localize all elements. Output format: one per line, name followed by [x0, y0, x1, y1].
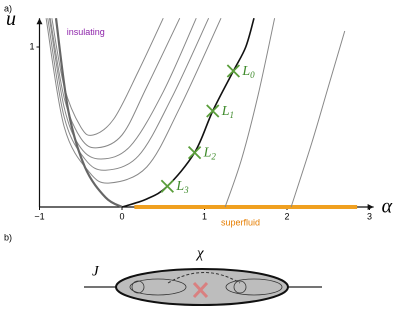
x-axis-label: α — [382, 196, 393, 218]
cross — [192, 281, 209, 299]
label-main: L — [175, 179, 184, 194]
fixed-point — [206, 104, 220, 118]
label-main: L — [203, 146, 212, 161]
label-sub: 2 — [211, 152, 216, 162]
label-sub: 3 — [183, 185, 189, 195]
x-tick-label: −1 — [34, 211, 44, 221]
y-axis-label: u — [6, 8, 16, 30]
panel-label: a) — [4, 3, 12, 13]
diagram: J χ — [84, 245, 322, 306]
flow-line — [290, 30, 346, 208]
label-main: L — [241, 64, 250, 79]
fixed-point — [226, 64, 241, 78]
fixed-point-label: L1 — [221, 104, 234, 120]
x-tick-label: 2 — [284, 211, 289, 221]
coupling-label: J — [92, 263, 100, 279]
fixed-point-label: L3 — [175, 179, 189, 195]
flow-line — [47, 17, 210, 171]
flow-line — [49, 17, 181, 149]
fixed-point — [160, 179, 175, 193]
region-label: insulating — [67, 27, 105, 37]
label-main: L — [221, 104, 230, 119]
x-tick-label: 3 — [367, 211, 372, 221]
label-sub: 1 — [230, 110, 235, 120]
site — [233, 280, 247, 294]
flow-line — [224, 18, 276, 208]
region-label: superfluid — [221, 217, 260, 227]
y-tick-label: 1 — [29, 41, 34, 51]
orbital — [129, 278, 187, 296]
x-tick-label: 1 — [202, 211, 207, 221]
panel-label: b) — [4, 232, 12, 242]
flow-line — [48, 17, 197, 160]
chi-label: χ — [195, 245, 204, 261]
flow-line — [121, 17, 255, 208]
fixed-point-label: L0 — [241, 64, 255, 80]
flow-line — [54, 18, 123, 208]
fixed-point-label: L2 — [203, 146, 217, 162]
flow-line — [45, 17, 222, 184]
site — [131, 280, 145, 294]
coupling — [167, 272, 241, 284]
x-tick-label: 0 — [119, 211, 124, 221]
label-sub: 0 — [250, 70, 255, 80]
fixed-point — [187, 145, 202, 160]
orbital — [225, 278, 283, 296]
x-axis-arrow — [367, 204, 374, 210]
y-axis-arrow — [36, 18, 43, 25]
